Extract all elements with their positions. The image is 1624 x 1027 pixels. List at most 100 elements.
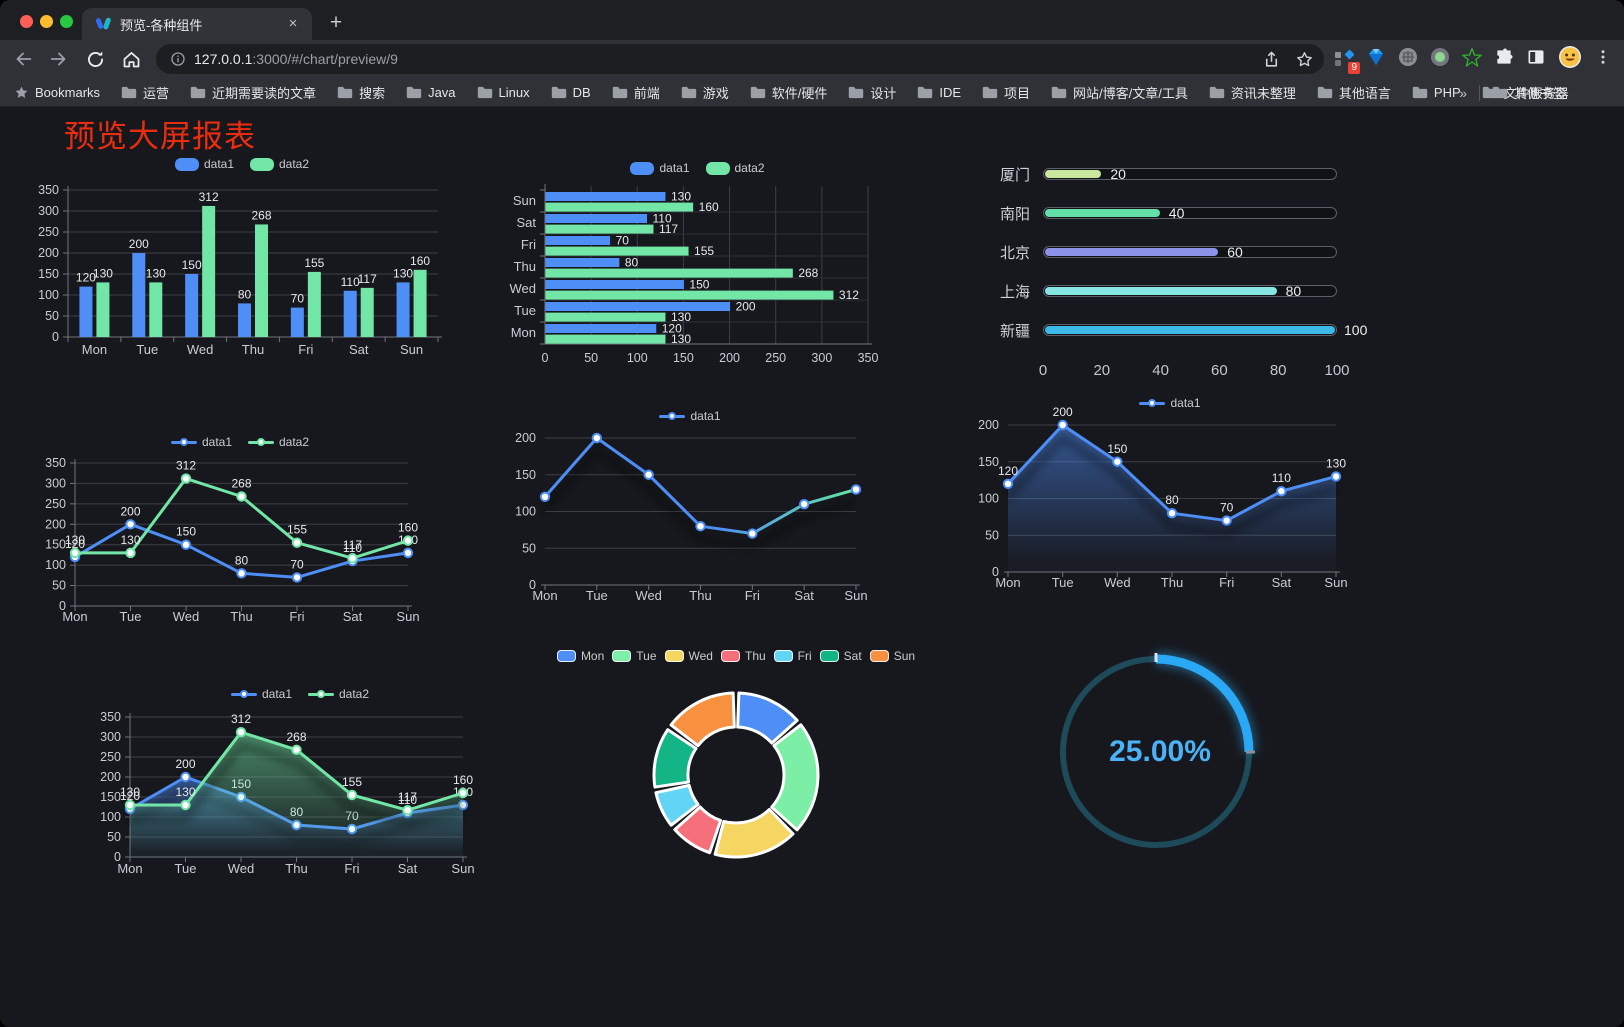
extension-grey-circle-icon[interactable] xyxy=(1398,47,1418,72)
svg-text:Wed: Wed xyxy=(187,342,214,357)
svg-text:130: 130 xyxy=(93,266,113,280)
svg-text:117: 117 xyxy=(398,790,417,804)
svg-text:Tue: Tue xyxy=(514,303,536,318)
svg-text:200: 200 xyxy=(978,418,999,432)
legend-item-data1[interactable]: data1 xyxy=(659,409,721,423)
legend-label: Fri xyxy=(797,649,812,663)
bookmark-folder[interactable]: 项目 xyxy=(982,83,1030,102)
svg-text:Sun: Sun xyxy=(400,342,423,357)
svg-text:0: 0 xyxy=(52,330,59,344)
bookmark-folder[interactable]: 软件/硬件 xyxy=(750,83,827,102)
legend-item-data2[interactable]: data2 xyxy=(250,157,309,171)
bookmark-folder[interactable]: 运营 xyxy=(121,83,169,102)
svg-text:150: 150 xyxy=(515,468,536,482)
url-text[interactable]: 127.0.0.1:3000/#/chart/preview/9 xyxy=(194,51,398,67)
progress-fill xyxy=(1045,248,1219,256)
bookmark-star-icon[interactable] xyxy=(1295,50,1314,69)
axis-tick-label: 40 xyxy=(1152,362,1169,379)
svg-text:200: 200 xyxy=(120,504,140,518)
legend-label: data1 xyxy=(261,687,292,701)
svg-text:130: 130 xyxy=(1326,456,1346,470)
profile-avatar[interactable] xyxy=(1558,45,1582,74)
legend-item-Tue[interactable]: Tue xyxy=(612,649,657,663)
bookmark-folder[interactable]: 设计 xyxy=(848,83,896,102)
legend-item-data1[interactable]: data1 xyxy=(1139,396,1201,410)
legend-item-data1[interactable]: data1 xyxy=(630,161,690,175)
legend-item-data1[interactable]: data1 xyxy=(230,687,292,701)
share-icon[interactable] xyxy=(1262,50,1281,69)
side-panel-icon[interactable] xyxy=(1526,47,1546,72)
legend-item-data2[interactable]: data2 xyxy=(705,161,765,175)
legend-item-data1[interactable]: data1 xyxy=(174,157,234,171)
back-icon[interactable] xyxy=(10,46,36,72)
window-minimize-button[interactable] xyxy=(40,15,53,28)
svg-text:250: 250 xyxy=(38,225,59,239)
bookmark-folder[interactable]: PHP xyxy=(1412,85,1461,100)
svg-text:Tue: Tue xyxy=(586,588,608,603)
folder-icon xyxy=(551,86,566,98)
extension-badge: 9 xyxy=(1348,62,1360,74)
tab-close-icon[interactable]: × xyxy=(288,15,298,32)
bookmarks-overflow-chevron[interactable]: » xyxy=(1459,84,1467,101)
window-zoom-button[interactable] xyxy=(60,15,73,28)
address-bar[interactable]: 127.0.0.1:3000/#/chart/preview/9 xyxy=(156,44,1324,74)
svg-text:150: 150 xyxy=(38,267,59,281)
legend-item-Sat[interactable]: Sat xyxy=(819,649,862,663)
svg-text:130: 130 xyxy=(65,533,85,547)
svg-text:150: 150 xyxy=(673,351,694,365)
bookmark-folder[interactable]: 前端 xyxy=(612,83,660,102)
legend-label: Wed xyxy=(688,649,713,663)
legend-item-Thu[interactable]: Thu xyxy=(720,649,766,663)
chart-area-one-series: data1 0 50 100 150 200 Mon Tue Wed Thu Fri Sat Sun 12… xyxy=(960,389,1380,595)
reload-icon[interactable] xyxy=(82,46,108,72)
bookmark-folder[interactable]: 资讯未整理 xyxy=(1209,83,1296,102)
bookmark-folder[interactable]: 游戏 xyxy=(681,83,729,102)
svg-text:200: 200 xyxy=(45,517,66,531)
extension-green-star-icon[interactable] xyxy=(1462,47,1482,72)
svg-text:200: 200 xyxy=(100,770,121,784)
other-bookmarks[interactable]: 其他书签 xyxy=(1492,83,1566,102)
legend-label: data1 xyxy=(690,409,721,423)
bookmark-folder[interactable]: Java xyxy=(406,85,456,100)
bookmark-folder[interactable]: IDE xyxy=(917,85,961,100)
svg-text:300: 300 xyxy=(45,476,66,490)
home-icon[interactable] xyxy=(118,46,144,72)
legend-item-data2[interactable]: data2 xyxy=(308,687,369,701)
svg-text:0: 0 xyxy=(114,850,121,864)
bookmark-folder[interactable]: DB xyxy=(551,85,591,100)
legend-item-Wed[interactable]: Wed xyxy=(664,649,713,663)
legend-item-data1[interactable]: data1 xyxy=(170,435,232,449)
legend-item-Mon[interactable]: Mon xyxy=(556,649,604,663)
menu-dots-icon[interactable] xyxy=(1594,48,1612,71)
extension-gem-icon[interactable] xyxy=(1366,47,1386,72)
extensions-puzzle-icon[interactable] xyxy=(1494,47,1514,72)
svg-text:Sun: Sun xyxy=(1324,575,1347,590)
browser-toolbar: 127.0.0.1:3000/#/chart/preview/9 9 xyxy=(0,40,1624,78)
axis-tick-label: 100 xyxy=(1324,362,1350,379)
bookmark-folder[interactable]: 其他语言 xyxy=(1317,83,1391,102)
svg-text:155: 155 xyxy=(342,775,362,789)
extension-devtools-icon[interactable]: 9 xyxy=(1334,49,1360,74)
forward-icon[interactable] xyxy=(46,46,72,72)
svg-text:268: 268 xyxy=(286,730,306,744)
legend-swatch xyxy=(664,650,684,662)
progress-value: 20 xyxy=(1110,166,1126,182)
progress-fill xyxy=(1045,209,1160,217)
legend-item-data2[interactable]: data2 xyxy=(248,435,309,449)
legend-item-Fri[interactable]: Fri xyxy=(773,649,812,663)
bookmark-folder[interactable]: 搜索 xyxy=(337,83,385,102)
bookmark-folder[interactable]: 近期需要读的文章 xyxy=(190,83,316,102)
legend-item-Sun[interactable]: Sun xyxy=(869,649,915,663)
svg-text:Thu: Thu xyxy=(285,861,307,876)
bookmark-folder[interactable]: 网站/博客/文章/工具 xyxy=(1051,83,1188,102)
browser-tab[interactable]: 预览-各种组件 × xyxy=(82,8,312,40)
progress-track: 20 xyxy=(1043,166,1337,182)
extension-green-dot-icon[interactable] xyxy=(1430,47,1450,72)
svg-text:Sun: Sun xyxy=(396,609,419,624)
bookmark-folder[interactable]: Linux xyxy=(477,85,530,100)
window-close-button[interactable] xyxy=(20,15,33,28)
site-info-icon[interactable] xyxy=(170,51,186,67)
bookmark-root[interactable]: Bookmarks xyxy=(14,85,100,100)
svg-text:Mon: Mon xyxy=(117,861,142,876)
new-tab-button[interactable]: + xyxy=(329,11,343,34)
